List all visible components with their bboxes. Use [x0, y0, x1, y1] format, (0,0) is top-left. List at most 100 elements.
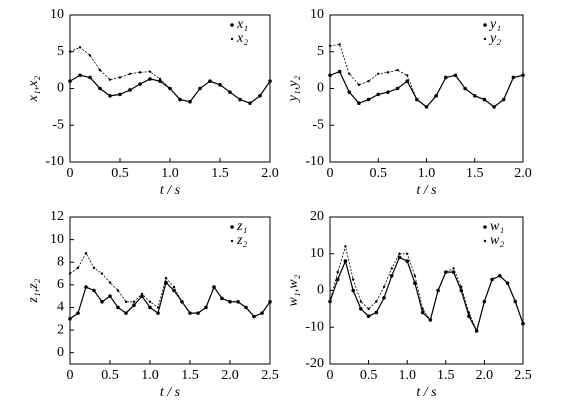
- data-point: [220, 297, 224, 300]
- data-point: [140, 292, 144, 296]
- data-point: [337, 69, 342, 74]
- data-point: [397, 255, 402, 260]
- data-point: [124, 311, 128, 315]
- data-point: [132, 303, 136, 308]
- data-point: [84, 251, 88, 255]
- legend-label: z₂: [236, 233, 247, 248]
- x-tick-label: 2.5: [261, 368, 279, 383]
- data-point: [366, 97, 371, 102]
- data-point: [386, 90, 390, 94]
- x-tick-label: 2.0: [476, 368, 494, 383]
- data-point: [180, 300, 184, 304]
- data-point: [172, 288, 176, 293]
- data-point: [374, 310, 379, 315]
- legend-marker: [230, 225, 234, 229]
- data-point: [406, 74, 409, 77]
- data-point: [502, 98, 505, 101]
- data-point: [228, 300, 232, 304]
- data-point: [413, 281, 417, 285]
- data-point: [389, 274, 394, 278]
- x-tick-label: 0.5: [111, 166, 129, 181]
- data-point: [421, 307, 424, 311]
- data-point: [475, 329, 478, 333]
- x-tick-label: 0: [327, 368, 334, 383]
- data-point: [204, 306, 208, 309]
- data-point: [116, 289, 120, 292]
- data-point: [413, 274, 417, 277]
- data-point: [138, 71, 142, 74]
- data-point: [148, 77, 152, 81]
- x-tick-label: 0: [67, 368, 74, 383]
- data-point: [420, 310, 425, 315]
- data-point: [68, 50, 72, 53]
- data-point: [78, 73, 82, 78]
- data-point: [108, 78, 112, 81]
- data-point: [140, 294, 144, 298]
- x-tick-label: 2.0: [261, 166, 279, 181]
- y-axis-label: x₁,x₂: [26, 76, 41, 103]
- data-point: [338, 43, 341, 46]
- y-tick-label: 2: [57, 322, 64, 337]
- data-point: [68, 272, 72, 275]
- data-point: [116, 305, 120, 310]
- data-point: [398, 252, 401, 255]
- data-point: [148, 305, 152, 310]
- data-point: [132, 300, 136, 304]
- data-point: [108, 94, 112, 98]
- data-point: [236, 300, 240, 304]
- data-point: [128, 88, 132, 92]
- data-point: [434, 94, 438, 98]
- data-point: [425, 105, 428, 109]
- x-tick-label: 2.5: [514, 368, 532, 383]
- y-tick-label: 4: [57, 300, 64, 315]
- data-point: [375, 300, 378, 303]
- x-tick-label: 1.0: [418, 166, 436, 181]
- y-tick-label: 0: [57, 81, 64, 96]
- data-point: [260, 311, 264, 315]
- legend-label: w₂: [490, 233, 504, 248]
- x-axis-label: t / s: [160, 385, 181, 400]
- data-point: [347, 90, 352, 94]
- data-point: [429, 318, 432, 322]
- data-point: [492, 105, 496, 109]
- data-point: [454, 74, 457, 77]
- data-point: [405, 79, 410, 83]
- data-point: [148, 70, 152, 73]
- data-point: [343, 259, 348, 263]
- y-tick-label: 6: [57, 277, 64, 292]
- legend-label: y₂: [488, 31, 501, 46]
- data-point: [92, 266, 96, 270]
- data-point: [395, 86, 400, 91]
- x-tick-label: 0: [327, 166, 334, 181]
- y-tick-label: 10: [310, 246, 324, 261]
- data-point: [84, 285, 88, 289]
- legend-marker: [483, 23, 487, 27]
- series-line: [69, 252, 271, 317]
- data-point: [68, 79, 72, 83]
- data-point: [98, 86, 102, 91]
- data-point: [178, 98, 182, 101]
- data-point: [444, 270, 447, 274]
- data-point: [244, 306, 248, 309]
- y-tick-label: 10: [310, 7, 324, 22]
- data-point: [521, 74, 525, 77]
- series-line: [329, 43, 524, 108]
- series-line: [69, 46, 271, 104]
- y-axis-label: z₁,z₂: [26, 278, 41, 303]
- data-point: [108, 281, 112, 284]
- legend-label: y₁: [488, 17, 501, 32]
- x-tick-label: 2.0: [221, 368, 239, 383]
- series-line: [329, 256, 524, 333]
- data-point: [512, 76, 515, 79]
- data-point: [490, 278, 494, 281]
- data-point: [218, 83, 222, 87]
- y-tick-label: 10: [50, 232, 64, 247]
- plot-frame: [69, 216, 271, 365]
- data-point: [238, 98, 242, 101]
- data-point: [459, 288, 464, 293]
- data-point: [78, 46, 82, 49]
- data-point: [258, 94, 262, 98]
- data-point: [382, 296, 386, 300]
- x-tick-label: 1.5: [466, 166, 484, 181]
- data-point: [172, 285, 176, 289]
